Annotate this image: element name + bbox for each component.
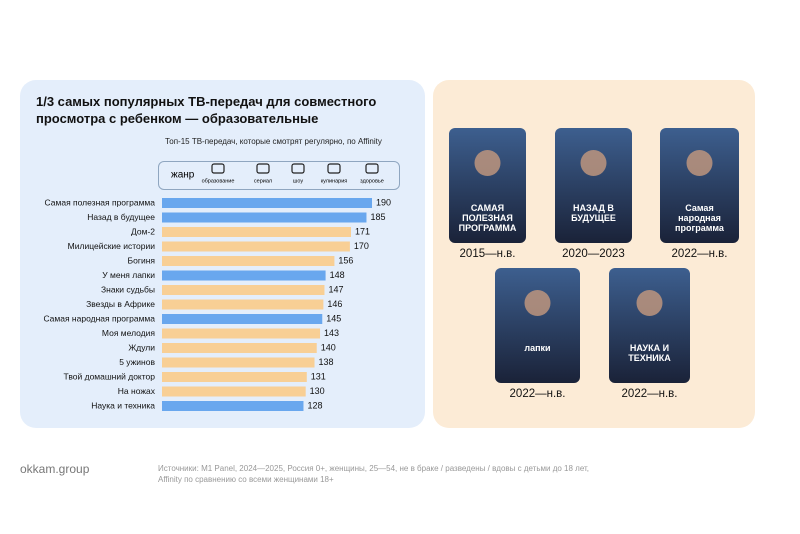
value-label: 140	[321, 342, 336, 352]
bar	[162, 314, 323, 324]
value-label: 148	[330, 270, 345, 280]
legend-label: образование	[202, 178, 235, 184]
show-logo: НАЗАД В БУДУЩЕЕ	[571, 203, 616, 223]
bar	[162, 256, 335, 266]
category-label: Дом-2	[131, 226, 155, 236]
host-figure	[686, 150, 713, 176]
show-years: 2022—н.в.	[622, 388, 678, 400]
show-years: 2022—н.в.	[510, 388, 566, 400]
value-label: 156	[338, 255, 353, 265]
bar	[162, 299, 324, 310]
show-logo-box: лапки	[524, 343, 551, 353]
legend-icon	[291, 163, 305, 174]
show-image	[609, 268, 690, 383]
category-label: Милицейские истории	[68, 241, 156, 251]
show-years: 2020—2023	[562, 248, 625, 260]
value-label: 138	[319, 357, 334, 367]
source-line: Источники: M1 Panel, 2024—2025, Россия 0…	[158, 464, 590, 473]
sources: Источники: M1 Panel, 2024—2025, Россия 0…	[158, 463, 589, 485]
category-label: Моя мелодия	[102, 328, 155, 338]
bar	[162, 198, 372, 208]
category-label: Самая народная программа	[43, 313, 155, 323]
bar	[162, 401, 304, 411]
value-label: 190	[376, 197, 391, 207]
show-logo: НАУКА И ТЕХНИКА	[628, 343, 671, 363]
chart-subtitle: Топ-15 ТВ-передач, которые смотрят регул…	[165, 137, 382, 146]
legend-icon	[327, 163, 341, 174]
value-label: 146	[327, 299, 342, 309]
category-label: Ждули	[128, 342, 155, 352]
show-card: НАЗАД В БУДУЩЕЕ 2020—2023	[555, 128, 632, 260]
category-label: Твой домашний доктор	[64, 371, 156, 381]
bar	[162, 328, 321, 339]
show-card: Самая народная программа 2022—н.в.	[660, 128, 739, 260]
value-label: 131	[311, 371, 326, 381]
show-years: 2022—н.в.	[672, 248, 728, 260]
show-card: НАУКА И ТЕХНИКА 2022—н.в.	[609, 268, 690, 400]
category-label: Наука и техника	[91, 400, 155, 410]
show-image	[555, 128, 632, 243]
legend-label: шоу	[293, 178, 303, 184]
bar	[162, 270, 326, 281]
show-logo-box: НАЗАД В БУДУЩЕЕ	[571, 203, 616, 223]
chart-panel	[20, 80, 425, 428]
show-image	[660, 128, 739, 243]
category-label: Знаки судьбы	[101, 284, 155, 294]
category-label: 5 ужинов	[119, 357, 155, 367]
show-image	[449, 128, 526, 243]
value-label: 130	[310, 386, 325, 396]
brand: okkam.group	[20, 462, 90, 476]
value-label: 128	[307, 400, 322, 410]
bar	[162, 241, 350, 252]
show-image	[495, 268, 580, 383]
show-logo: Самая народная программа	[675, 203, 724, 233]
value-label: 147	[328, 284, 343, 294]
bar	[162, 285, 325, 295]
category-label: Назад в будущее	[87, 212, 155, 222]
show-logo-box: НАУКА И ТЕХНИКА	[628, 343, 671, 363]
show-logo: САМАЯ ПОЛЕЗНАЯ ПРОГРАММА	[458, 203, 517, 233]
host-figure	[636, 290, 663, 316]
show-logo-box: Самая народная программа	[675, 203, 724, 233]
host-figure	[524, 290, 551, 316]
show-card: лапки 2022—н.в.	[495, 268, 580, 400]
legend-label: здоровье	[360, 178, 384, 184]
legend-label: кулинария	[321, 178, 348, 184]
bar	[162, 372, 307, 382]
host-figure	[474, 150, 501, 176]
bar	[162, 343, 317, 353]
legend-label: сериал	[254, 178, 272, 184]
legend-box	[158, 161, 400, 190]
legend-icon	[211, 163, 225, 174]
value-label: 143	[324, 328, 339, 338]
bar	[162, 212, 367, 223]
legend-title: жанр	[171, 170, 195, 181]
show-card: САМАЯ ПОЛЕЗНАЯ ПРОГРАММА 2015—н.в.	[449, 128, 526, 260]
bar	[162, 227, 351, 237]
source-line: Affinity по сравнению со всеми женщинами…	[158, 475, 334, 484]
bar	[162, 357, 315, 368]
legend-icon	[256, 163, 270, 174]
category-label: На ножах	[118, 386, 156, 396]
category-label: У меня лапки	[102, 270, 155, 280]
show-years: 2015—н.в.	[460, 248, 516, 260]
category-label: Звезды в Африке	[86, 299, 155, 309]
value-label: 170	[354, 241, 369, 251]
chart-title: 1/3 самых популярных ТВ-передач для совм…	[36, 94, 377, 126]
show-logo: лапки	[524, 343, 551, 353]
category-label: Богиня	[128, 255, 156, 265]
show-logo-box: САМАЯ ПОЛЕЗНАЯ ПРОГРАММА	[458, 203, 517, 233]
value-label: 171	[355, 226, 370, 236]
bar	[162, 386, 306, 397]
category-label: Самая полезная программа	[45, 197, 156, 207]
legend-icon	[365, 163, 379, 174]
value-label: 185	[370, 212, 385, 222]
value-label: 145	[326, 313, 341, 323]
host-figure	[580, 150, 607, 176]
